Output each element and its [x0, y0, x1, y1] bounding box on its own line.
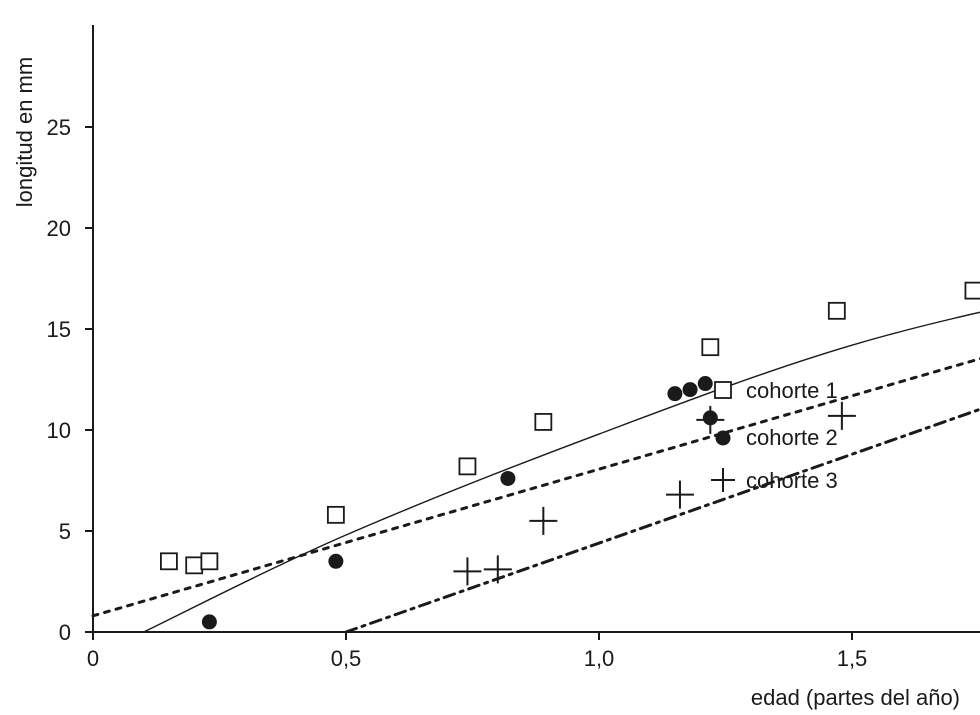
- data-point-cohorte-1: [964, 281, 980, 300]
- data-point-cohorte-2: [500, 470, 516, 486]
- data-points: [159, 281, 980, 630]
- data-point-cohorte-1: [185, 556, 204, 575]
- trend-line-cohorte-2: [142, 311, 980, 633]
- data-point-cohorte-1: [827, 301, 846, 320]
- data-point-cohorte-1: [326, 505, 345, 524]
- x-tick-label: 1,0: [584, 646, 615, 671]
- data-point-cohorte-3: [827, 401, 856, 430]
- y-tick-label: 10: [47, 418, 71, 443]
- legend-label-cohorte-2: cohorte 2: [746, 425, 838, 450]
- legend-label-cohorte-3: cohorte 3: [746, 468, 838, 493]
- data-point-cohorte-3: [453, 557, 482, 586]
- y-tick-label: 25: [47, 115, 71, 140]
- data-point-cohorte-3: [665, 480, 694, 509]
- data-point-cohorte-2: [697, 376, 713, 392]
- data-point-cohorte-3: [529, 506, 558, 535]
- data-point-cohorte-3: [483, 555, 512, 584]
- y-tick-label: 0: [59, 620, 71, 645]
- data-point-cohorte-1: [458, 457, 477, 476]
- y-axis-title: longitud en mm: [12, 57, 37, 207]
- legend: cohorte 1 cohorte 2 cohorte 3: [711, 378, 838, 493]
- legend-marker-cohorte-3: [711, 468, 735, 492]
- data-point-cohorte-2: [328, 553, 344, 569]
- y-tick-label: 5: [59, 519, 71, 544]
- data-point-cohorte-3: [696, 405, 725, 434]
- x-tick-label: 0,5: [331, 646, 362, 671]
- trend-lines: [91, 311, 980, 634]
- data-point-cohorte-2: [667, 386, 683, 402]
- x-tick-label: 1,5: [837, 646, 868, 671]
- data-point-cohorte-1: [534, 413, 553, 431]
- x-tick-label: 0: [87, 646, 99, 671]
- x-axis-title: edad (partes del año): [751, 685, 960, 710]
- data-point-cohorte-2: [682, 382, 698, 398]
- legend-marker-cohorte-1: [714, 381, 732, 399]
- data-point-cohorte-1: [701, 338, 720, 357]
- y-tick-label: 20: [47, 216, 71, 241]
- y-tick-label: 15: [47, 317, 71, 342]
- legend-label-cohorte-1: cohorte 1: [746, 378, 838, 403]
- data-point-cohorte-2: [201, 614, 217, 630]
- data-point-cohorte-1: [159, 552, 178, 571]
- legend-marker-cohorte-2: [715, 430, 731, 446]
- x-ticks: 00,51,01,52,02,53,0: [87, 632, 868, 671]
- data-point-cohorte-1: [200, 552, 219, 571]
- trend-line-cohorte-1: [91, 357, 980, 618]
- trend-line-cohorte-3: [344, 407, 980, 634]
- y-ticks: 0 5 10 15 20 25: [47, 115, 93, 645]
